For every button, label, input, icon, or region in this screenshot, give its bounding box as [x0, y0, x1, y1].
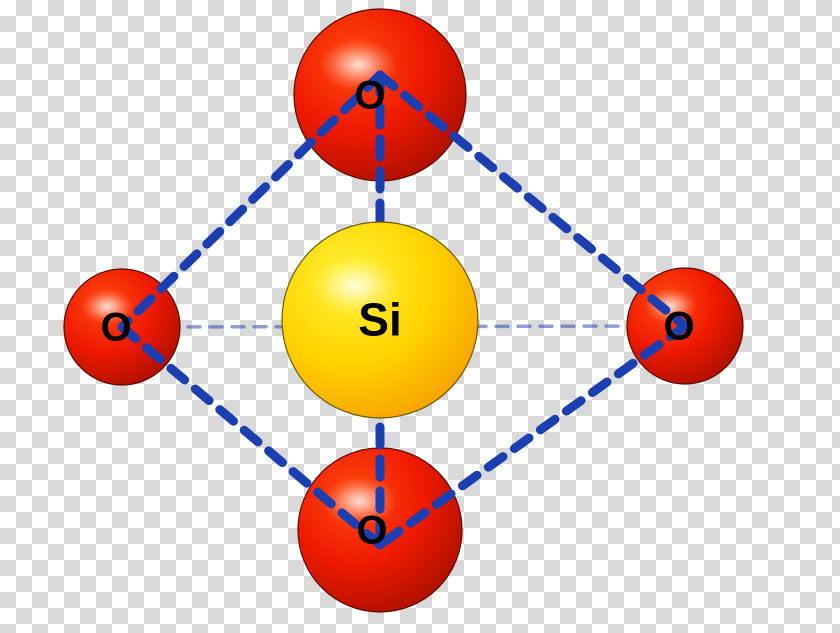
molecule-diagram: O O O O Si: [0, 0, 840, 633]
oxygen-label: O: [663, 304, 694, 348]
oxygen-label: O: [356, 508, 387, 552]
silicon-label: Si: [358, 293, 401, 345]
oxygen-label: O: [100, 305, 131, 349]
oxygen-label: O: [354, 73, 385, 117]
